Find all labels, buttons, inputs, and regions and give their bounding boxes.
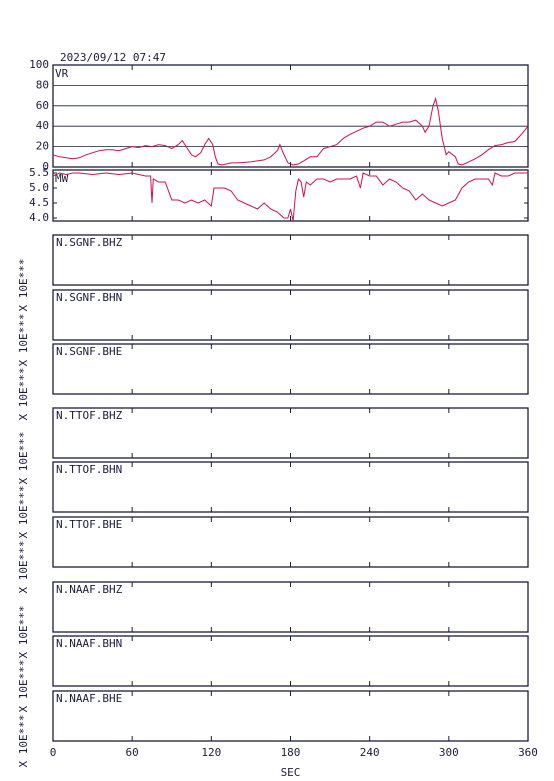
y-axis-label: X 10E*** xyxy=(17,259,30,312)
chart-title: 2023/09/12 07:47 xyxy=(60,51,166,64)
x-tick-label: 0 xyxy=(50,746,57,759)
panel-frame xyxy=(52,343,529,395)
panel-label: VR xyxy=(55,67,69,80)
y-tick-label: 5.5 xyxy=(29,166,49,179)
y-axis-label: X 10E*** xyxy=(17,541,30,594)
station-label: N.TTOF.BHZ xyxy=(56,409,123,422)
y-tick-label: 5.0 xyxy=(29,181,49,194)
y-tick-label: 0 xyxy=(42,160,49,173)
station-label: N.NAAF.BHE xyxy=(56,692,122,705)
y-axis-label: X 10E*** xyxy=(17,486,30,539)
station-label: N.NAAF.BHZ xyxy=(56,583,123,596)
station-label: N.TTOF.BHE xyxy=(56,518,122,531)
y-tick-label: 100 xyxy=(29,58,49,71)
panel-frame xyxy=(52,461,529,513)
data-line xyxy=(52,96,529,166)
x-axis-label: SEC xyxy=(281,766,301,779)
x-tick-label: 120 xyxy=(201,746,221,759)
panel-frame xyxy=(52,690,529,742)
y-tick-label: 4.0 xyxy=(29,211,49,224)
y-axis-label: X 10E*** xyxy=(17,368,30,421)
x-tick-label: 60 xyxy=(126,746,139,759)
x-tick-label: 240 xyxy=(360,746,380,759)
station-label: N.SGNF.BHN xyxy=(56,291,122,304)
station-label: N.NAAF.BHN xyxy=(56,637,122,650)
x-tick-label: 360 xyxy=(518,746,538,759)
station-label: N.SGNF.BHZ xyxy=(56,236,123,249)
panel-frame xyxy=(52,407,529,459)
y-axis-label: X 10E*** xyxy=(17,715,30,768)
station-label: N.SGNF.BHE xyxy=(56,345,122,358)
panel-frame xyxy=(52,64,529,168)
panel-frame xyxy=(52,581,529,633)
y-axis-label: X 10E*** xyxy=(17,606,30,659)
panel-frame xyxy=(52,635,529,687)
panel-label: MW xyxy=(55,172,69,185)
y-tick-label: 20 xyxy=(36,140,49,153)
y-axis-label: X 10E*** xyxy=(17,432,30,485)
y-axis-label: X 10E*** xyxy=(17,660,30,713)
panel-frame xyxy=(52,289,529,341)
y-tick-label: 40 xyxy=(36,119,49,132)
y-tick-label: 80 xyxy=(36,78,49,91)
station-label: N.TTOF.BHN xyxy=(56,463,122,476)
panel-frame xyxy=(52,516,529,568)
panel-frame xyxy=(52,169,529,222)
x-tick-label: 180 xyxy=(281,746,301,759)
y-tick-label: 60 xyxy=(36,99,49,112)
y-axis-label: X 10E*** xyxy=(17,314,30,367)
data-line xyxy=(52,172,528,222)
panel-frame xyxy=(52,234,529,286)
x-tick-label: 300 xyxy=(439,746,459,759)
y-tick-label: 4.5 xyxy=(29,196,49,209)
